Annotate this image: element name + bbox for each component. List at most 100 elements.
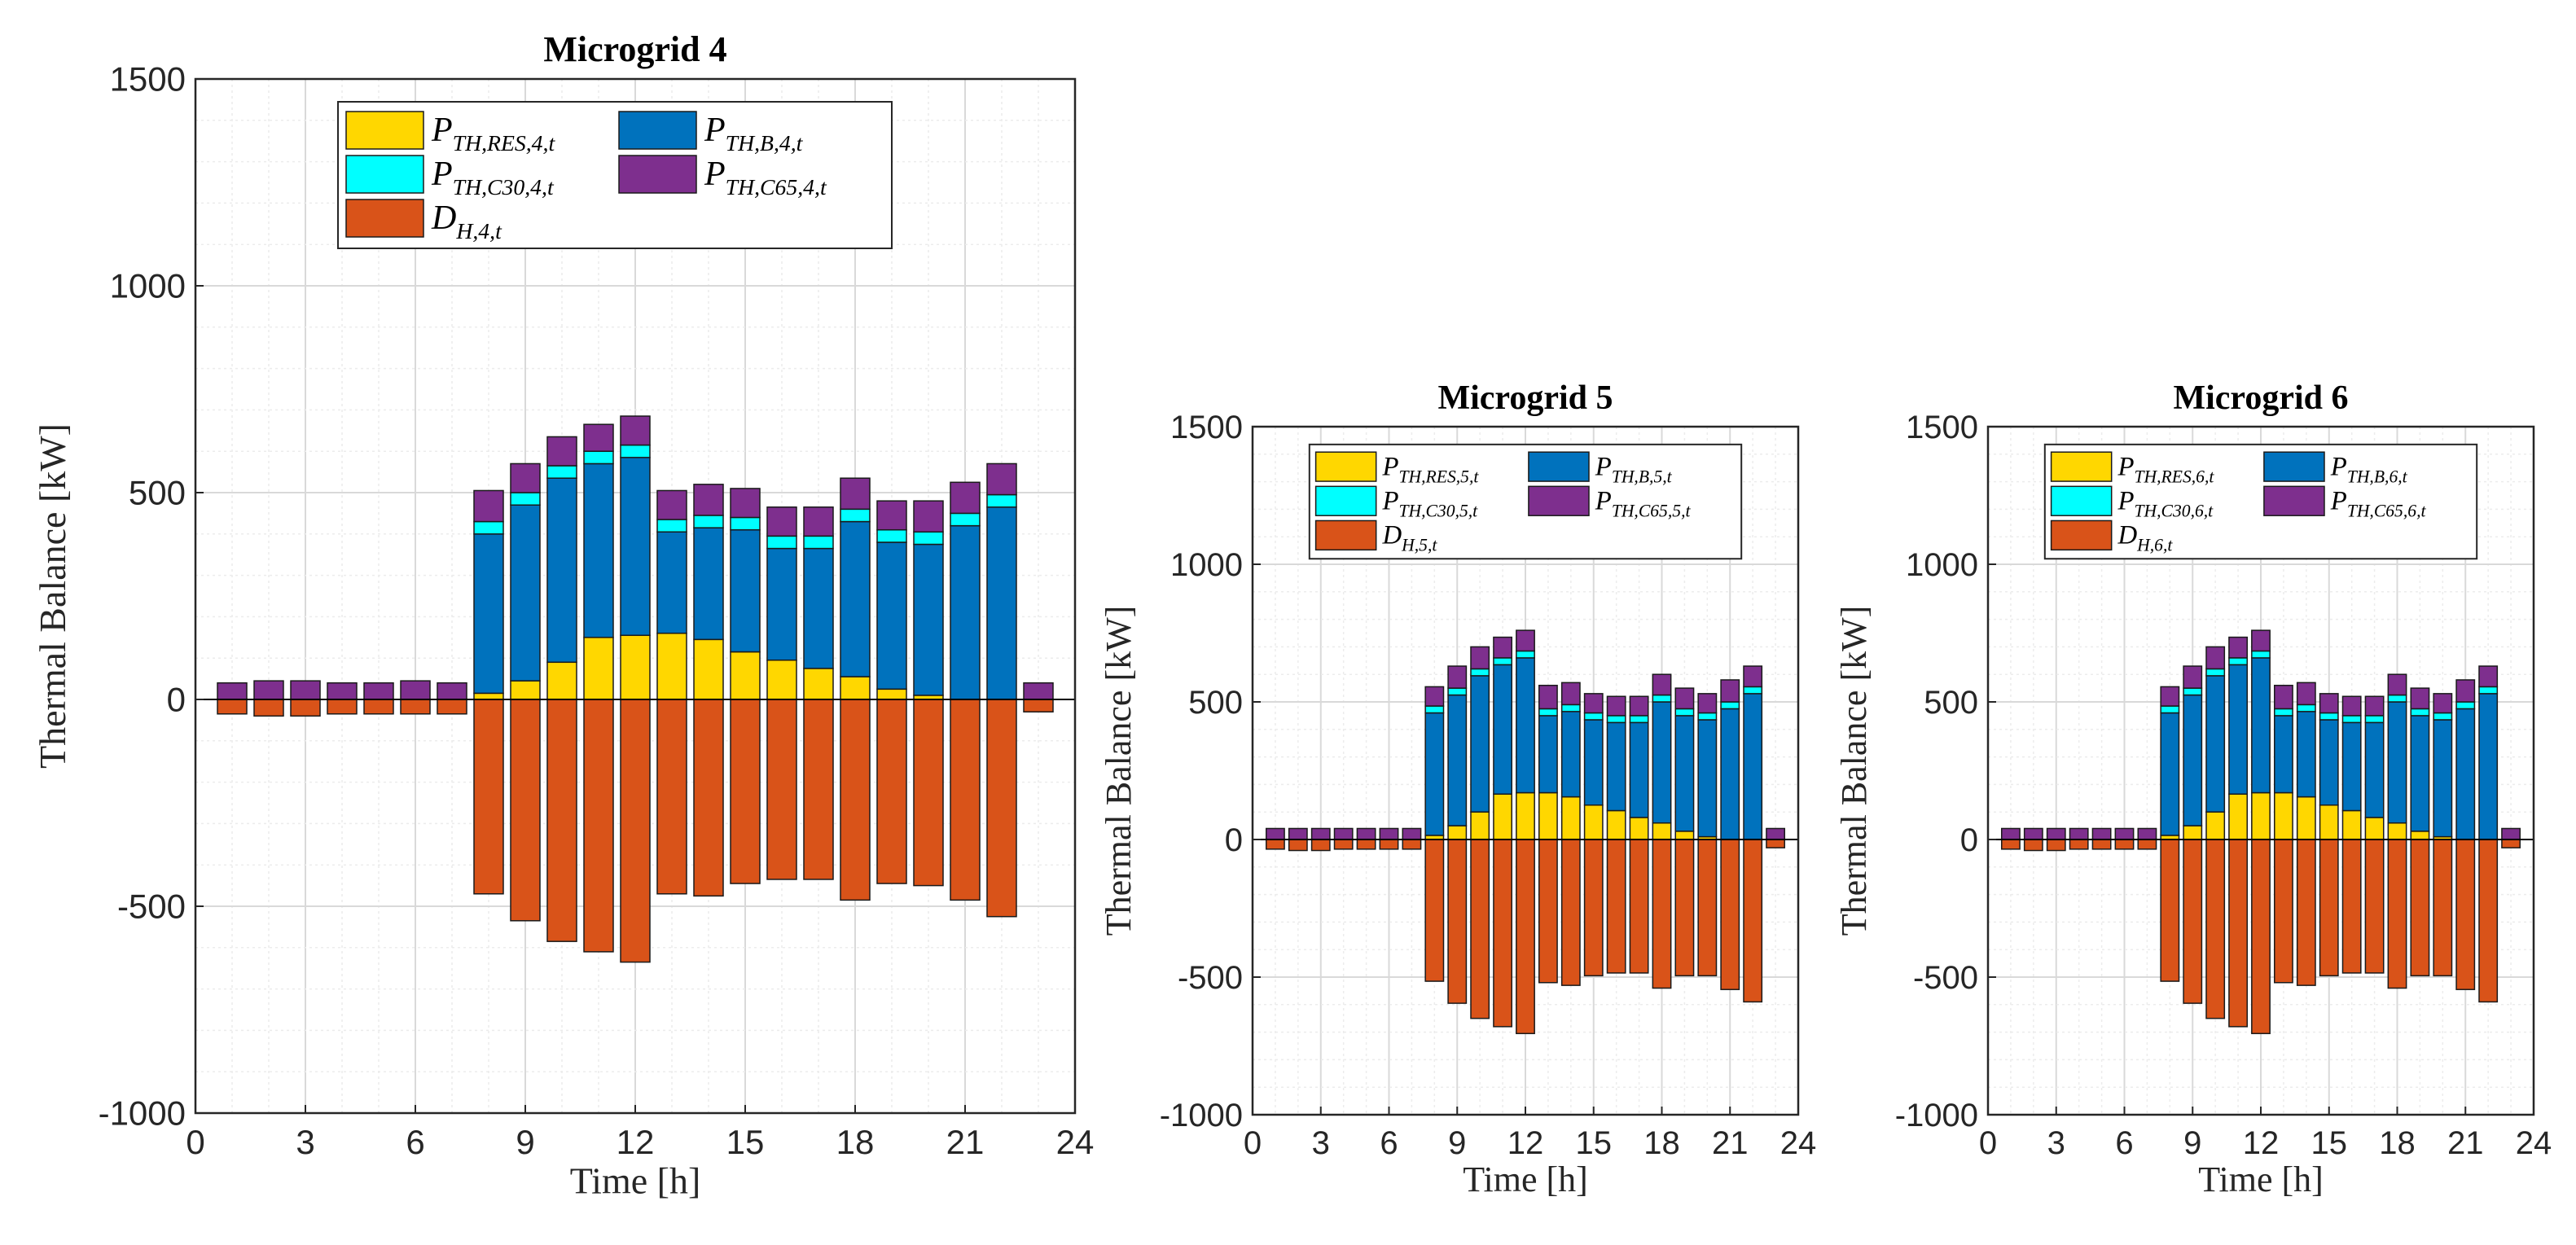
y-axis-label: Thermal Balance [kW] <box>32 423 73 769</box>
bar-dh-h19 <box>1674 839 1695 977</box>
chart-panel-2: 0 3 6 9 12 15 18 21 24 -1000 -500 0 500 1000 1500 Micro… <box>1099 379 1816 1199</box>
bars <box>2001 629 2521 1035</box>
bar-res-h12 <box>620 634 651 700</box>
x-tick-label: 15 <box>1576 1125 1613 1161</box>
bar-dh-h15 <box>2319 839 2339 977</box>
chart-panel-3: 0 3 6 9 12 15 18 21 24 -1000 -500 0 500 1000 1500 Micro… <box>1834 379 2552 1199</box>
bar-res-h10 <box>1470 811 1490 840</box>
bar-dh-h15 <box>1583 839 1604 977</box>
bar-c30-h21 <box>1720 701 1740 710</box>
legend-label-res: PTH,RES,4,t <box>431 112 555 156</box>
x-tick-label: 0 <box>1979 1125 1997 1161</box>
bar-c30-h10 <box>546 465 577 479</box>
x-tick-label: 18 <box>1643 1125 1680 1161</box>
bar-res-h11 <box>2228 793 2249 840</box>
bar-b-h22 <box>2478 693 2499 840</box>
bar-c65-h12 <box>620 415 651 446</box>
x-axis-label: Time [h] <box>1463 1160 1588 1199</box>
bar-res-h8 <box>473 692 504 700</box>
bar-c65-h12 <box>2251 629 2271 652</box>
bar-dh-h2 <box>1288 839 1308 852</box>
bar-c65-h7 <box>1402 827 1422 840</box>
bar-dh-h17 <box>803 699 834 880</box>
x-axis-label: Time [h] <box>570 1160 701 1202</box>
bar-dh-h9 <box>1447 839 1468 1004</box>
bar-c65-h17 <box>1629 695 1649 717</box>
bar-c65-h2 <box>2023 827 2043 840</box>
x-tick-label: 24 <box>1056 1123 1095 1161</box>
bar-b-h20 <box>1697 719 1718 838</box>
bar-c65-h14 <box>2296 682 2316 706</box>
bar-c30-h14 <box>693 515 724 528</box>
x-tick-label: 9 <box>2183 1125 2201 1161</box>
legend-swatch-res <box>345 111 424 150</box>
bar-c30-h9 <box>2183 687 2203 696</box>
bar-c30-h8 <box>1424 705 1445 714</box>
x-tick-label: 18 <box>836 1123 875 1161</box>
legend-label-c30: PTH,C30,5,t <box>1382 486 1479 520</box>
bar-c30-h9 <box>1447 687 1468 696</box>
x-tick-label: 6 <box>2115 1125 2133 1161</box>
bar-c30-h18 <box>2387 694 2407 703</box>
bar-dh-h15 <box>730 699 761 884</box>
bar-c30-h12 <box>2251 650 2271 659</box>
bar-c30-h12 <box>620 444 651 458</box>
bar-c65-h21 <box>1720 679 1740 703</box>
bar-c65-h17 <box>803 506 834 537</box>
legend-box <box>1308 443 1743 560</box>
bar-b-h9 <box>2183 694 2203 826</box>
legend-label-dh: DH,6,t <box>2117 521 2174 555</box>
bar-dh-h22 <box>1743 839 1763 1003</box>
bar-b-h12 <box>2251 657 2271 794</box>
bar-c65-h17 <box>2364 695 2385 717</box>
bar-b-h16 <box>766 547 797 661</box>
bar-c65-h13 <box>2274 684 2293 710</box>
bar-dh-h17 <box>1629 839 1649 974</box>
bar-c30-h10 <box>2205 668 2226 677</box>
bar-res-h19 <box>1674 831 1695 840</box>
y-tick-label: 1500 <box>1170 410 1243 445</box>
x-tick-label: 9 <box>516 1123 534 1161</box>
bar-dh-h20 <box>1697 839 1718 977</box>
bars <box>217 415 1054 963</box>
bar-dh-h18 <box>2387 839 2407 989</box>
bar-c30-h18 <box>840 508 871 523</box>
bar-c65-h11 <box>2228 636 2249 659</box>
x-tick-label: 0 <box>186 1123 204 1161</box>
bar-c30-h13 <box>1538 708 1558 717</box>
chart-title: Microgrid 6 <box>2173 379 2348 417</box>
bar-res-h10 <box>546 661 577 700</box>
bar-c65-h22 <box>2478 665 2499 688</box>
bar-dh-h3 <box>1310 839 1331 852</box>
bar-dh-h6 <box>400 699 431 715</box>
bar-c65-h11 <box>583 423 614 452</box>
bar-c30-h15 <box>730 516 761 531</box>
bars <box>1266 629 1786 1035</box>
bar-b-h14 <box>693 527 724 641</box>
bar-c65-h1 <box>1266 827 1285 840</box>
bar-res-h13 <box>656 632 687 700</box>
x-tick-label: 21 <box>946 1123 985 1161</box>
bar-res-h10 <box>2205 811 2226 840</box>
bar-c65-h3 <box>2046 827 2066 840</box>
bar-res-h17 <box>1629 817 1649 840</box>
bar-dh-h3 <box>290 699 321 717</box>
y-tick-label: 0 <box>167 681 186 719</box>
y-tick-label: 0 <box>1225 822 1243 858</box>
x-tick-label: 3 <box>2047 1125 2065 1161</box>
bar-dh-h18 <box>1652 839 1672 989</box>
bar-c65-h18 <box>2387 673 2407 696</box>
x-tick-label: 12 <box>617 1123 655 1161</box>
bar-c30-h21 <box>950 512 981 527</box>
bar-c65-h9 <box>510 462 541 493</box>
y-tick-label: 0 <box>1960 822 1978 858</box>
bar-dh-h17 <box>2364 839 2385 974</box>
bar-dh-h18 <box>840 699 871 901</box>
legend-label-c65: PTH,C65,5,t <box>1595 486 1692 520</box>
x-tick-label: 21 <box>1712 1125 1749 1161</box>
bar-c30-h20 <box>913 531 944 546</box>
bar-dh-h7 <box>1402 839 1422 850</box>
bar-res-h11 <box>1493 793 1512 840</box>
bar-c30-h20 <box>2433 712 2453 721</box>
bar-c65-h2 <box>1288 827 1308 840</box>
